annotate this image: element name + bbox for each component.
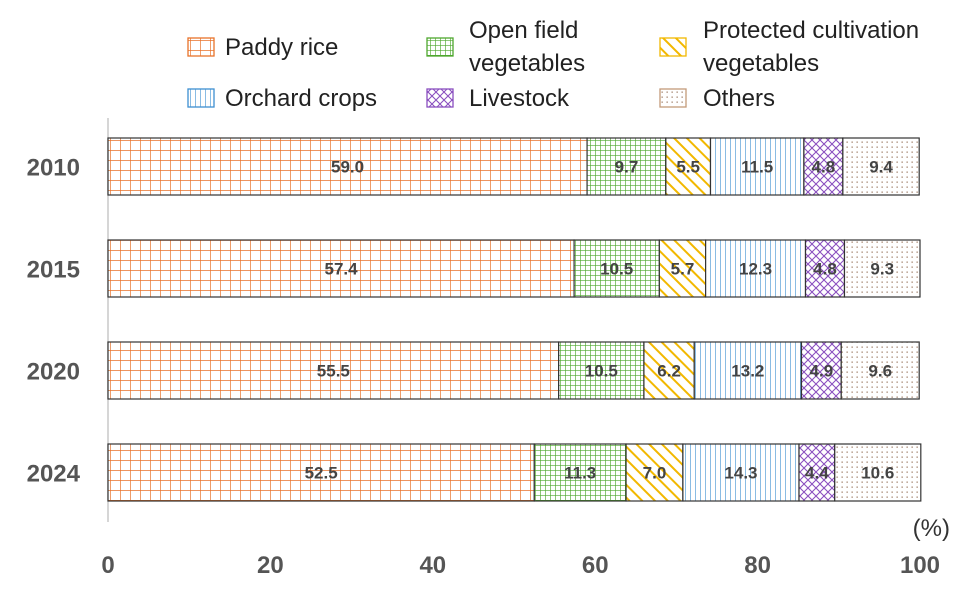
bar-segment-2020-1 — [107, 341, 560, 400]
x-tick-label-60: 60 — [582, 552, 609, 579]
legend-swatch-2 — [426, 37, 454, 57]
data-label-2015-1: 57.4 — [324, 260, 358, 279]
bar-segment-2010-2 — [586, 137, 667, 196]
bar-segment-2020-5 — [800, 341, 842, 400]
category-label-2020: 2020 — [27, 359, 80, 386]
x-tick-label-0: 0 — [101, 552, 114, 579]
data-label-2024-1: 52.5 — [305, 464, 338, 483]
x-tick-label-20: 20 — [257, 552, 284, 579]
legend-swatch-4 — [187, 88, 215, 108]
bar-segment-2024-6 — [834, 443, 922, 502]
legend-swatch-3 — [659, 37, 687, 57]
bar-segment-2020-3 — [643, 341, 695, 400]
data-label-2024-4: 14.3 — [724, 464, 757, 483]
legend-label-6: Others — [703, 85, 775, 112]
bar-segment-2010-1 — [107, 137, 588, 196]
legend-label-3: Protected cultivation vegetables — [703, 17, 919, 77]
category-label-2024: 2024 — [27, 461, 81, 488]
data-label-2020-6: 9.6 — [868, 362, 892, 381]
data-label-2010-4: 11.5 — [741, 158, 773, 177]
bar-segment-2024-1 — [107, 443, 535, 502]
legend-label-2: Open field vegetables — [469, 17, 585, 77]
legend-swatch-1 — [187, 37, 215, 57]
bar-segment-2010-4 — [709, 137, 805, 196]
bars: 59.0 9.7 5.5 11.5 4.8 9.4 57.4 10.5 5.7 12.3 4.8 9.… — [107, 137, 922, 502]
legend-label-1: Paddy rice — [225, 34, 338, 61]
data-label-2015-4: 12.3 — [739, 260, 772, 279]
data-label-2024-3: 7.0 — [643, 464, 667, 483]
legend-label-4: Orchard crops — [225, 85, 377, 112]
bar-segment-2024-3 — [625, 443, 684, 502]
data-label-2015-6: 9.3 — [870, 260, 894, 279]
x-tick-label-100: 100 — [900, 552, 940, 579]
data-label-2010-2: 9.7 — [615, 158, 639, 177]
x-tick-label-40: 40 — [419, 552, 446, 579]
bar-segment-2015-2 — [573, 239, 660, 298]
bar-segment-2020-4 — [693, 341, 803, 400]
category-label-2010: 2010 — [27, 155, 80, 182]
bar-segment-2015-5 — [804, 239, 846, 298]
bar-segment-2010-6 — [842, 137, 920, 196]
bar-segment-2024-2 — [533, 443, 627, 502]
axes: 0 20 40 60 80 100 (%) 2010 2015 2020 2024 — [27, 118, 950, 579]
bar-segment-2015-1 — [107, 239, 575, 298]
category-label-2015: 2015 — [27, 257, 80, 284]
data-label-2020-2: 10.5 — [585, 362, 618, 381]
bar-segment-2015-6 — [843, 239, 921, 298]
data-label-2010-5: 4.8 — [812, 158, 836, 177]
data-label-2010-3: 5.5 — [676, 158, 700, 177]
data-label-2024-6: 10.6 — [861, 464, 894, 483]
legend-swatch-6 — [659, 88, 687, 108]
data-label-2015-5: 4.8 — [813, 260, 837, 279]
data-label-2020-3: 6.2 — [657, 362, 681, 381]
x-tick-label-80: 80 — [744, 552, 771, 579]
data-label-2010-6: 9.4 — [869, 158, 893, 177]
data-label-2010-1: 59.0 — [331, 158, 364, 177]
data-label-2015-3: 5.7 — [671, 260, 695, 279]
data-label-2015-2: 10.5 — [600, 260, 633, 279]
bar-segment-2015-3 — [658, 239, 707, 298]
legend-swatch-5 — [426, 88, 454, 108]
unit-label: (%) — [913, 515, 950, 542]
bar-segment-2020-6 — [840, 341, 920, 400]
data-label-2024-2: 11.3 — [564, 464, 596, 483]
legend-label-5: Livestock — [469, 85, 570, 112]
bar-segment-2020-2 — [558, 341, 645, 400]
bar-segment-2024-4 — [682, 443, 800, 502]
data-label-2020-5: 4.9 — [810, 362, 834, 381]
bar-segment-2015-4 — [705, 239, 807, 298]
data-label-2020-1: 55.5 — [317, 362, 350, 381]
data-label-2020-4: 13.2 — [731, 362, 764, 381]
legend: Paddy rice Open field vegetables Protected … — [187, 17, 919, 112]
data-label-2024-5: 4.4 — [805, 464, 829, 483]
